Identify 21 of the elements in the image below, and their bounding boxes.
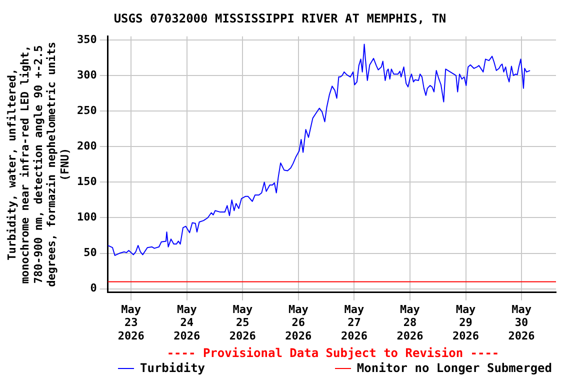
text: ---- Provisional Data Subject to Revision ---- xyxy=(166,346,500,360)
y-tick-label: 0 xyxy=(90,282,97,295)
x-tick-label: May 28 2026 xyxy=(396,302,424,342)
chart-title: USGS 07032000 MISSISSIPPI RIVER AT MEMPHIS, TN xyxy=(114,11,446,26)
y-tick-label: 200 xyxy=(76,139,97,152)
x-tick-label: May 25 2026 xyxy=(229,302,256,342)
legend-label: Turbidity xyxy=(140,360,206,376)
y-tick-label: 150 xyxy=(76,175,97,188)
x-tick-label: May 23 2026 xyxy=(118,302,145,342)
x-tick-label: May 30 2026 xyxy=(508,302,536,342)
legend-label: Monitor no Longer Submerged xyxy=(356,360,552,376)
x-tick-label: May 29 2026 xyxy=(452,302,480,342)
y-tick-label: 350 xyxy=(76,32,97,46)
y-tick-label: 250 xyxy=(76,104,97,117)
y-axis-title: Turbidity, water, unfiltered, monochrome near infra-red LED light, 780-900 nm, detection angle 90 +-2.5 degrees, formazin nephelometric units (FNU) xyxy=(5,42,72,287)
y-tick-label: 100 xyxy=(76,210,97,224)
x-tick-label: May 24 2026 xyxy=(174,302,200,342)
x-tick-label: May 26 2026 xyxy=(285,302,312,342)
x-tick-label: May 27 2026 xyxy=(340,302,368,342)
y-tick-label: 50 xyxy=(84,246,97,260)
y-tick-label: 300 xyxy=(76,68,97,82)
